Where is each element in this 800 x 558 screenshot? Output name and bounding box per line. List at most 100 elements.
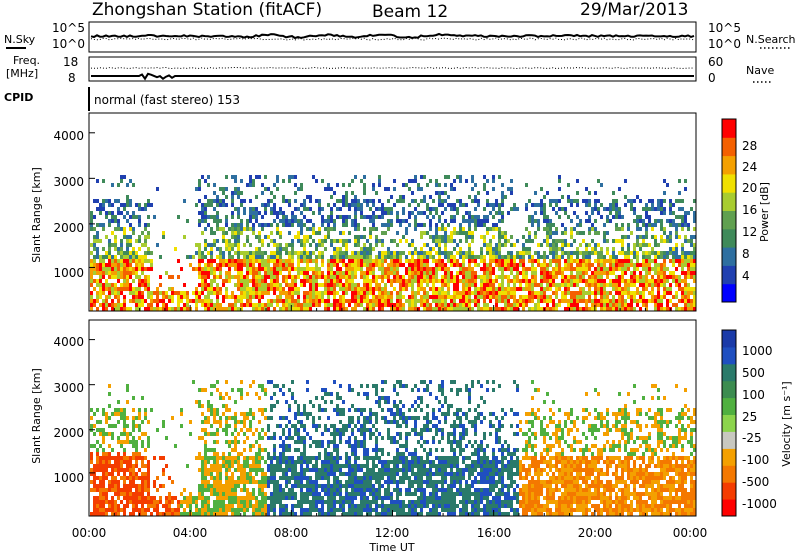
heatmap-cell xyxy=(378,295,381,299)
heatmap-cell xyxy=(579,279,582,283)
heatmap-cell xyxy=(489,259,492,263)
heatmap-cell xyxy=(345,247,348,251)
heatmap-cell xyxy=(408,307,411,311)
heatmap-cell xyxy=(348,275,351,279)
heatmap-cell xyxy=(135,215,138,219)
heatmap-cell xyxy=(213,303,216,307)
heatmap-cell xyxy=(264,223,267,227)
heatmap-cell xyxy=(204,247,207,251)
heatmap-cell xyxy=(225,279,228,283)
heatmap-cell xyxy=(309,299,312,303)
heatmap-cell xyxy=(252,456,255,460)
heatmap-cell xyxy=(648,291,651,295)
heatmap-cell xyxy=(495,251,498,255)
heatmap-cell xyxy=(141,420,144,424)
heatmap-cell xyxy=(315,492,318,496)
heatmap-cell xyxy=(546,219,549,223)
heatmap-cell xyxy=(585,251,588,255)
heatmap-cell xyxy=(435,279,438,283)
heatmap-cell xyxy=(348,207,351,211)
heatmap-cell xyxy=(93,504,96,508)
heatmap-cell xyxy=(327,187,330,191)
heatmap-cell xyxy=(429,235,432,239)
heatmap-cell xyxy=(501,199,504,203)
heatmap-cell xyxy=(468,295,471,299)
heatmap-cell xyxy=(378,255,381,259)
heatmap-cell xyxy=(213,259,216,263)
heatmap-cell xyxy=(261,275,264,279)
heatmap-cell xyxy=(474,259,477,263)
heatmap-cell xyxy=(129,307,132,311)
heatmap-cell xyxy=(627,267,630,271)
heatmap-cell xyxy=(237,207,240,211)
heatmap-cell xyxy=(462,215,465,219)
heatmap-cell xyxy=(315,275,318,279)
heatmap-cell xyxy=(234,299,237,303)
heatmap-cell xyxy=(222,187,225,191)
heatmap-cell xyxy=(138,496,141,500)
power-colorbar-label: Power [dB] xyxy=(758,182,771,242)
heatmap-cell xyxy=(459,231,462,235)
heatmap-cell xyxy=(234,259,237,263)
heatmap-cell xyxy=(258,255,261,259)
heatmap-cell xyxy=(489,295,492,299)
heatmap-cell xyxy=(651,291,654,295)
heatmap-cell xyxy=(300,476,303,480)
heatmap-cell xyxy=(270,476,273,480)
heatmap-cell xyxy=(540,271,543,275)
heatmap-cell xyxy=(462,283,465,287)
heatmap-cell xyxy=(414,295,417,299)
heatmap-cell xyxy=(279,476,282,480)
heatmap-cell xyxy=(366,199,369,203)
heatmap-cell xyxy=(618,263,621,267)
heatmap-cell xyxy=(519,259,522,263)
heatmap-cell xyxy=(231,223,234,227)
heatmap-cell xyxy=(252,508,255,512)
heatmap-cell xyxy=(294,440,297,444)
heatmap-cell xyxy=(579,287,582,291)
heatmap-cell xyxy=(549,295,552,299)
heatmap-cell xyxy=(282,223,285,227)
heatmap-cell xyxy=(507,291,510,295)
heatmap-cell xyxy=(606,207,609,211)
heatmap-cell xyxy=(669,247,672,251)
heatmap-cell xyxy=(537,223,540,227)
heatmap-cell xyxy=(663,179,666,183)
heatmap-cell xyxy=(204,179,207,183)
heatmap-cell xyxy=(306,295,309,299)
heatmap-cell xyxy=(126,183,129,187)
heatmap-cell xyxy=(471,279,474,283)
heatmap-cell xyxy=(306,496,309,500)
heatmap-cell xyxy=(537,243,540,247)
heatmap-cell xyxy=(582,271,585,275)
heatmap-cell xyxy=(93,279,96,283)
heatmap-cell xyxy=(120,408,123,412)
heatmap-cell xyxy=(186,295,189,299)
heatmap-cell xyxy=(117,199,120,203)
heatmap-cell xyxy=(309,488,312,492)
heatmap-cell xyxy=(339,303,342,307)
heatmap-cell xyxy=(279,295,282,299)
heatmap-cell xyxy=(210,432,213,436)
heatmap-cell xyxy=(393,251,396,255)
heatmap-cell xyxy=(354,239,357,243)
heatmap-cell xyxy=(276,263,279,267)
heatmap-cell xyxy=(510,179,513,183)
freq-unit-label: [MHz] xyxy=(6,67,38,80)
heatmap-cell xyxy=(468,195,471,199)
heatmap-cell xyxy=(396,219,399,223)
heatmap-cell xyxy=(141,440,144,444)
heatmap-cell xyxy=(138,235,141,239)
heatmap-cell xyxy=(231,175,234,179)
heatmap-cell xyxy=(624,251,627,255)
heatmap-cell xyxy=(240,303,243,307)
heatmap-cell xyxy=(312,251,315,255)
heatmap-cell xyxy=(480,279,483,283)
heatmap-cell xyxy=(351,283,354,287)
heatmap-cell xyxy=(276,283,279,287)
heatmap-cell xyxy=(357,259,360,263)
heatmap-cell xyxy=(657,275,660,279)
heatmap-cell xyxy=(339,259,342,263)
heatmap-cell xyxy=(129,255,132,259)
heatmap-cell xyxy=(177,504,180,508)
